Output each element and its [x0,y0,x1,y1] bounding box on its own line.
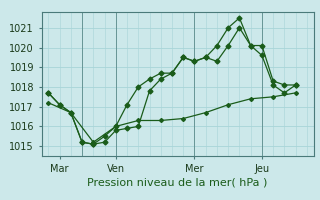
X-axis label: Pression niveau de la mer( hPa ): Pression niveau de la mer( hPa ) [87,178,268,188]
